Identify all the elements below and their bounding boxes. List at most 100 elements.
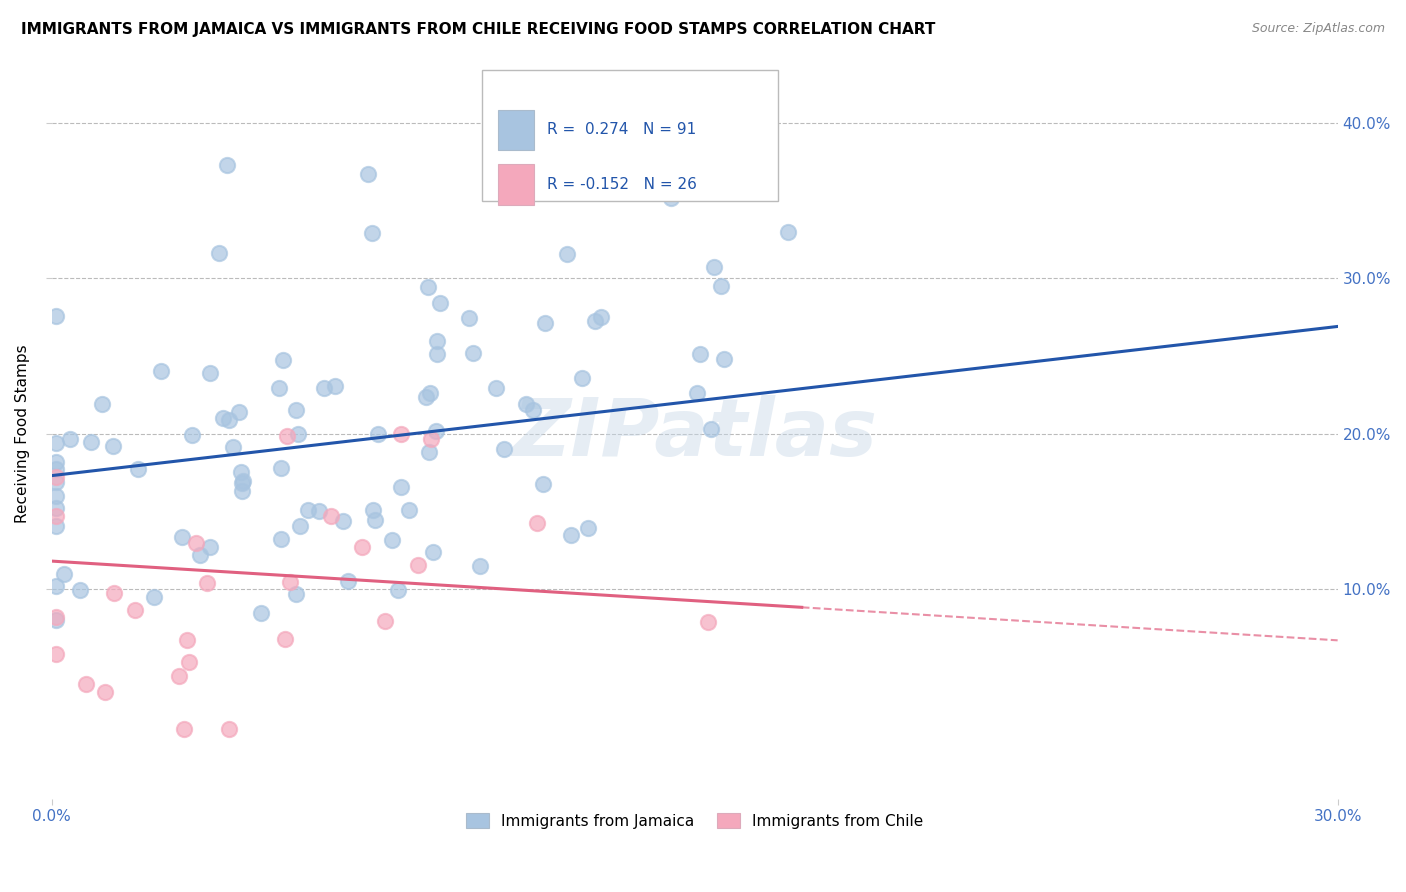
Point — [195, 576, 218, 591]
Point — [124, 603, 146, 617]
Point — [314, 381, 336, 395]
Point — [288, 518, 311, 533]
Point — [703, 260, 725, 274]
Point — [232, 474, 254, 488]
Point — [485, 381, 508, 395]
Point — [45, 519, 67, 533]
Point — [406, 558, 429, 572]
Point — [531, 477, 554, 491]
Point — [101, 439, 124, 453]
Point — [713, 352, 735, 367]
Text: R = -0.152   N = 26: R = -0.152 N = 26 — [547, 177, 696, 192]
Point — [75, 677, 97, 691]
Point — [429, 296, 451, 310]
Point — [212, 411, 235, 425]
Point — [198, 540, 221, 554]
Point — [270, 532, 292, 546]
Point — [91, 397, 114, 411]
Point — [179, 655, 201, 669]
Point — [374, 614, 396, 628]
Point — [361, 503, 384, 517]
Point — [332, 514, 354, 528]
Point — [215, 158, 238, 172]
Point — [285, 587, 308, 601]
Point — [461, 346, 484, 360]
Point — [494, 442, 516, 456]
Point — [352, 540, 374, 554]
Point — [167, 669, 190, 683]
Point — [222, 440, 245, 454]
Point — [576, 521, 599, 535]
Point — [45, 647, 67, 661]
Point — [361, 226, 384, 240]
Point — [589, 310, 612, 324]
Point — [319, 509, 342, 524]
Point — [208, 246, 231, 260]
Point — [93, 685, 115, 699]
Point — [176, 632, 198, 647]
Point — [45, 470, 67, 484]
Point — [186, 536, 208, 550]
Point — [80, 435, 103, 450]
Point — [45, 455, 67, 469]
Point — [285, 402, 308, 417]
Point — [661, 191, 683, 205]
Point — [45, 579, 67, 593]
Point — [228, 405, 250, 419]
Y-axis label: Receiving Food Stamps: Receiving Food Stamps — [15, 344, 30, 523]
Point — [323, 379, 346, 393]
Point — [363, 513, 385, 527]
Point — [45, 435, 67, 450]
Point — [583, 314, 606, 328]
Point — [689, 347, 711, 361]
Point — [418, 444, 440, 458]
FancyBboxPatch shape — [482, 70, 778, 202]
Point — [778, 225, 800, 239]
Point — [426, 347, 449, 361]
Point — [308, 504, 330, 518]
Point — [560, 528, 582, 542]
Point — [522, 403, 544, 417]
Point — [526, 516, 548, 530]
Point — [170, 530, 193, 544]
Point — [389, 480, 412, 494]
Point — [425, 424, 447, 438]
Point — [198, 366, 221, 380]
Point — [45, 610, 67, 624]
Point — [337, 574, 360, 588]
Point — [356, 167, 378, 181]
FancyBboxPatch shape — [498, 164, 534, 204]
Point — [274, 632, 297, 646]
Point — [45, 461, 67, 475]
Point — [45, 309, 67, 323]
Point — [45, 500, 67, 515]
Point — [250, 607, 273, 621]
Point — [420, 432, 443, 446]
Point — [381, 533, 404, 547]
Point — [468, 558, 491, 573]
Point — [173, 722, 195, 736]
Point — [45, 613, 67, 627]
Point — [229, 465, 252, 479]
Point — [297, 503, 319, 517]
Point — [426, 334, 449, 348]
Point — [415, 390, 437, 404]
Point — [557, 247, 579, 261]
Point — [276, 429, 298, 443]
Point — [188, 548, 211, 562]
Point — [571, 371, 593, 385]
Point — [287, 427, 309, 442]
Point — [45, 508, 67, 523]
Point — [278, 574, 301, 589]
Point — [181, 427, 204, 442]
Text: IMMIGRANTS FROM JAMAICA VS IMMIGRANTS FROM CHILE RECEIVING FOOD STAMPS CORRELATI: IMMIGRANTS FROM JAMAICA VS IMMIGRANTS FR… — [21, 22, 935, 37]
Text: R =  0.274   N = 91: R = 0.274 N = 91 — [547, 122, 696, 137]
Point — [389, 426, 412, 441]
Point — [686, 385, 709, 400]
Point — [387, 582, 409, 597]
Point — [534, 173, 557, 187]
Point — [416, 280, 439, 294]
Point — [271, 352, 294, 367]
Point — [52, 566, 75, 581]
Point — [367, 427, 389, 442]
